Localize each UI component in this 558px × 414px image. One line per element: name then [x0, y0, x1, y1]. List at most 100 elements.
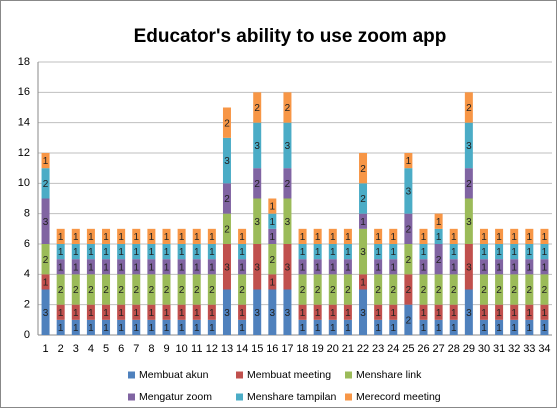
bar-segment	[449, 304, 458, 320]
data-label: 1	[330, 232, 336, 243]
data-label: 2	[375, 285, 381, 296]
bar-segment	[419, 274, 428, 305]
bar-segment	[222, 183, 231, 214]
data-label: 1	[194, 308, 200, 319]
x-tick-label: 24	[387, 343, 399, 355]
bar-segment	[510, 244, 519, 260]
data-label: 1	[88, 232, 94, 243]
data-label: 2	[360, 164, 366, 175]
data-label: 3	[43, 217, 49, 228]
data-label: 1	[451, 308, 457, 319]
x-tick-label: 12	[206, 343, 218, 355]
bar-segment	[495, 228, 504, 244]
bar-segment	[343, 228, 352, 244]
data-label: 2	[103, 285, 109, 296]
data-label: 1	[133, 323, 139, 334]
bar-segment	[132, 319, 141, 335]
data-label: 3	[285, 217, 291, 228]
data-label: 1	[194, 323, 200, 334]
x-tick-label: 19	[312, 343, 324, 355]
bar-segment	[313, 228, 322, 244]
data-label: 1	[164, 247, 170, 258]
data-label: 1	[451, 247, 457, 258]
data-label: 3	[254, 262, 260, 273]
data-label: 1	[421, 262, 427, 273]
data-label: 1	[270, 232, 276, 243]
bar-segment	[449, 259, 458, 275]
data-label: 1	[436, 308, 442, 319]
bar-segment	[525, 244, 534, 260]
data-label: 1	[496, 232, 502, 243]
bar-segment	[117, 244, 126, 260]
bar-segment	[479, 259, 488, 275]
bar-segment	[495, 274, 504, 305]
data-label: 3	[285, 308, 291, 319]
data-label: 3	[224, 262, 230, 273]
bar-segment	[404, 304, 413, 335]
data-label: 1	[239, 247, 245, 258]
data-label: 1	[73, 247, 79, 258]
data-label: 1	[300, 262, 306, 273]
bar-segment	[268, 274, 277, 290]
data-label: 1	[179, 247, 185, 258]
data-label: 1	[179, 308, 185, 319]
data-label: 2	[406, 285, 412, 296]
bar-segment	[41, 168, 50, 199]
data-label: 1	[451, 232, 457, 243]
bar-segment	[117, 259, 126, 275]
bar-segment	[464, 168, 473, 199]
data-label: 2	[43, 255, 49, 266]
data-label: 1	[133, 262, 139, 273]
bar-segment	[162, 304, 171, 320]
data-label: 2	[466, 103, 472, 114]
bar-segment	[192, 304, 201, 320]
data-label: 1	[179, 232, 185, 243]
data-label: 2	[254, 179, 260, 190]
data-label: 3	[43, 308, 49, 319]
bar-segment	[479, 228, 488, 244]
y-tick-label: 0	[24, 329, 30, 341]
data-label: 1	[209, 308, 215, 319]
data-label: 3	[270, 308, 276, 319]
data-label: 1	[436, 323, 442, 334]
chart-title: Educator's ability to use zoom app	[134, 26, 447, 47]
data-label: 1	[270, 217, 276, 228]
y-tick-label: 10	[18, 177, 30, 189]
data-label: 3	[360, 247, 366, 258]
data-label: 1	[345, 247, 351, 258]
data-label: 1	[542, 308, 548, 319]
data-label: 1	[511, 232, 517, 243]
bar-segment	[71, 259, 80, 275]
bar-segment	[102, 319, 111, 335]
bar-segment	[328, 244, 337, 260]
data-label: 1	[451, 323, 457, 334]
x-tick-label: 1	[42, 343, 48, 355]
x-tick-label: 20	[327, 343, 339, 355]
data-label: 1	[436, 232, 442, 243]
data-label: 1	[300, 232, 306, 243]
y-tick-label: 12	[18, 147, 30, 159]
bar-segment	[464, 122, 473, 169]
bar-segment	[56, 228, 65, 244]
data-label: 1	[315, 308, 321, 319]
bar-segment	[253, 198, 262, 244]
bar-segment	[207, 244, 216, 260]
bar-segment	[495, 259, 504, 275]
bar-segment	[71, 228, 80, 244]
x-tick-label: 33	[523, 343, 535, 355]
data-label: 1	[345, 262, 351, 273]
bar-segment	[102, 228, 111, 244]
x-tick-label: 15	[251, 343, 263, 355]
data-label: 2	[496, 285, 502, 296]
data-label: 1	[315, 323, 321, 334]
data-label: 2	[390, 285, 396, 296]
bar-segment	[132, 274, 141, 305]
data-label: 1	[88, 262, 94, 273]
bar-segment	[71, 319, 80, 335]
bar-segment	[162, 274, 171, 305]
data-label: 2	[179, 285, 185, 296]
data-label: 1	[527, 247, 533, 258]
x-tick-label: 22	[357, 343, 369, 355]
bar-segment	[132, 304, 141, 320]
data-label: 1	[194, 232, 200, 243]
